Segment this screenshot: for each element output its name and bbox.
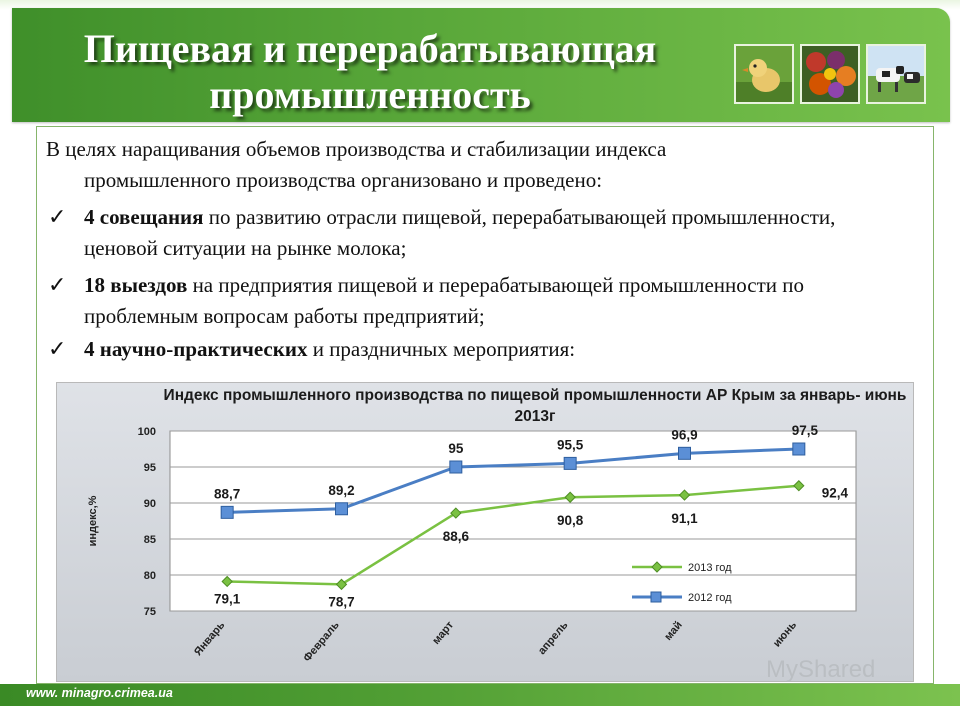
x-tick-label: апрель [536,619,571,657]
data-point [564,491,576,503]
y-tick-label: 85 [144,534,156,546]
data-label: 88,7 [214,486,240,501]
bullet-item: ✓ 4 научно-практических и праздничных ме… [46,334,906,365]
y-tick-label: 95 [144,462,156,474]
data-label: 96,9 [671,427,697,442]
y-axis-label: индекс,% [87,495,99,546]
footer-url: www. minagro.crimea.ua [26,686,173,700]
legend-label: 2012 год [688,592,732,604]
bullet-bold: 18 выездов [84,273,188,297]
y-tick-label: 75 [144,606,156,618]
slide-title: Пищевая и перерабатывающая промышленност… [83,26,657,117]
bullet-bold: 4 научно-практических [84,337,308,361]
chart-title: Индекс промышленного производства по пищ… [163,387,907,425]
data-point [221,575,233,588]
data-label: 89,2 [328,483,354,498]
legend-marker [650,591,662,603]
bullet-text: на предприятия пищевой и перерабатывающе… [84,273,805,328]
data-point [335,578,348,591]
data-label: 79,1 [214,591,241,606]
bullet-text: по развитию отрасли пищевой, перерабатыв… [84,205,836,260]
bullet-item: ✓ 18 выездов на предприятия пищевой и пе… [46,270,906,332]
y-tick-label: 90 [144,498,156,510]
intro-line-2: промышленного производства организовано … [84,168,603,192]
legend-marker [651,561,663,573]
y-tick-label: 100 [138,426,156,438]
cows-photo [866,44,926,104]
watermark-logo: MyShared [766,656,876,683]
checkmark-icon: ✓ [48,273,67,298]
plot-area [169,430,857,612]
bullet-text: и праздничных мероприятия: [307,337,576,361]
data-point [678,446,691,460]
x-tick-label: Январь [192,619,228,658]
x-tick-label: июнь [771,619,799,650]
data-point [678,489,691,501]
x-tick-label: Февраль [301,619,342,664]
bullet-item: ✓ 4 совещания по развитию отрасли пищево… [46,202,906,264]
intro-paragraph: В целях наращивания объемов производства… [46,134,906,196]
top-band [0,0,960,10]
bullet-bold: 4 совещания [84,205,204,229]
x-tick-label: май [662,619,685,643]
data-label: 90,8 [557,513,584,528]
series-line [227,447,799,514]
checkmark-icon: ✓ [48,205,67,230]
x-tick-label: март [430,619,456,647]
line-chart: 75 80 85 90 95 100 индекс,% Январь Февраль март ап… [87,423,857,664]
data-label: 95 [448,441,464,456]
data-label: 88,6 [443,529,470,544]
data-label: 97,5 [792,423,819,438]
text-block: В целях наращивания объемов производства… [46,134,906,365]
vegetables-photo [800,44,860,104]
checkmark-icon: ✓ [48,337,67,362]
data-point [563,456,577,470]
data-point [220,505,234,519]
data-point [335,502,348,516]
chick-photo [734,44,794,104]
series-line [227,484,799,586]
footer-bar [0,684,960,706]
data-label: 78,7 [328,594,354,609]
data-point [792,442,806,456]
data-label: 95,5 [557,437,584,452]
intro-line-1: В целях наращивания объемов производства… [46,137,667,161]
data-label: 91,1 [671,511,698,526]
data-label: 92,4 [822,486,849,501]
data-point [793,480,805,492]
data-point [449,460,463,474]
y-tick-label: 80 [144,570,156,582]
data-point [450,507,462,519]
legend-label: 2013 год [688,562,732,574]
